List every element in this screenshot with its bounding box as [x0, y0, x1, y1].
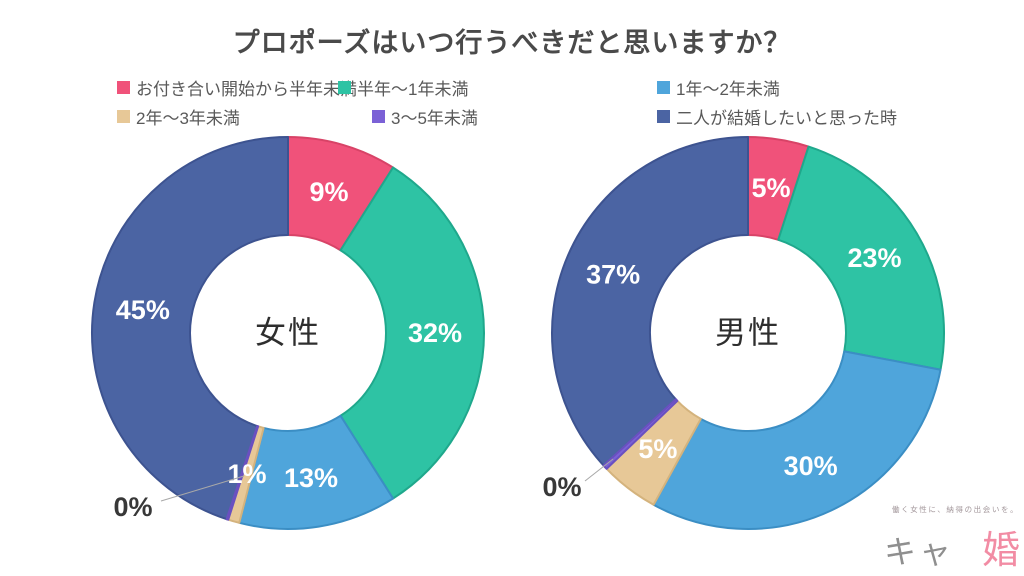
legend-swatch-tan	[117, 109, 130, 123]
men-slice-2	[652, 350, 942, 530]
brand-logo: 働く女性に、納得の出会いを。 キャリ 婚	[884, 504, 1020, 576]
legend-item-3-to-5-years: 3〜5年未満	[372, 105, 478, 128]
legend-item-2-to-3-years: 2年〜3年未満	[117, 105, 240, 128]
brand-name-pink: 婚	[981, 530, 1020, 572]
women-slice-4	[225, 425, 260, 521]
men-value-label-2: 30%	[784, 451, 838, 481]
men-value-label-1: 23%	[848, 243, 902, 273]
brand-name-gray: キャリ	[884, 534, 955, 570]
women-leader-line-4	[160, 475, 245, 502]
men-value-label-0: 5%	[751, 173, 790, 203]
brand-name: キャリ 婚	[884, 519, 1020, 576]
men-slice-1	[777, 145, 945, 371]
legend-label: 3〜5年未満	[391, 108, 478, 128]
legend-item-6-months-to-1-year: 半年〜1年未満	[338, 76, 469, 99]
legend-label: 2年〜3年未満	[136, 108, 240, 128]
women-donut-svg: 9% 32% 13% 1% 45% 0% 女性	[91, 136, 485, 530]
legend-swatch-navy	[657, 109, 670, 123]
women-value-label-1: 32%	[408, 318, 462, 348]
men-donut-svg: 5% 23% 30% 5% 37% 0% 男性	[542, 136, 945, 530]
legend-swatch-purple	[372, 109, 385, 123]
legend-item-when-both-want-marriage: 二人が結婚したいと思った時	[657, 105, 897, 128]
women-value-label-0: 9%	[309, 177, 348, 207]
men-value-label-5: 37%	[586, 260, 640, 290]
women-value-label-3: 1%	[227, 459, 266, 489]
chart-title: プロポーズはいつ行うべきだと思いますか？	[232, 28, 792, 58]
men-donut-chart: 5% 23% 30% 5% 37% 0% 男性	[528, 113, 968, 553]
legend-swatch-pink	[117, 80, 130, 94]
men-value-label-3: 5%	[638, 434, 677, 464]
women-value-label-2: 13%	[284, 463, 338, 493]
women-value-label-4: 0%	[113, 492, 152, 522]
women-donut-chart: 9% 32% 13% 1% 45% 0% 女性	[68, 113, 508, 553]
men-value-label-4: 0%	[542, 472, 581, 502]
legend-item-1-to-2-years: 1年〜2年未満	[657, 76, 780, 99]
legend-label: お付き合い開始から半年未満	[136, 79, 357, 99]
women-slice-1	[339, 166, 485, 500]
legend-swatch-teal	[338, 80, 351, 94]
men-slice-5	[551, 136, 749, 469]
legend-label: 半年〜1年未満	[357, 79, 469, 99]
women-slice-5	[91, 136, 289, 521]
legend-item-under-6-months: お付き合い開始から半年未満	[117, 76, 357, 99]
men-slice-4	[602, 398, 679, 470]
legend-label: 1年〜2年未満	[676, 79, 780, 99]
brand-tagline: 働く女性に、納得の出会いを。	[892, 505, 1020, 514]
legend-swatch-blue	[657, 80, 670, 94]
women-value-label-5: 45%	[116, 295, 170, 325]
men-leader-line-4	[584, 458, 614, 482]
men-center-label: 男性	[715, 316, 781, 351]
women-center-label: 女性	[255, 316, 321, 351]
legend-label: 二人が結婚したいと思った時	[676, 108, 897, 128]
